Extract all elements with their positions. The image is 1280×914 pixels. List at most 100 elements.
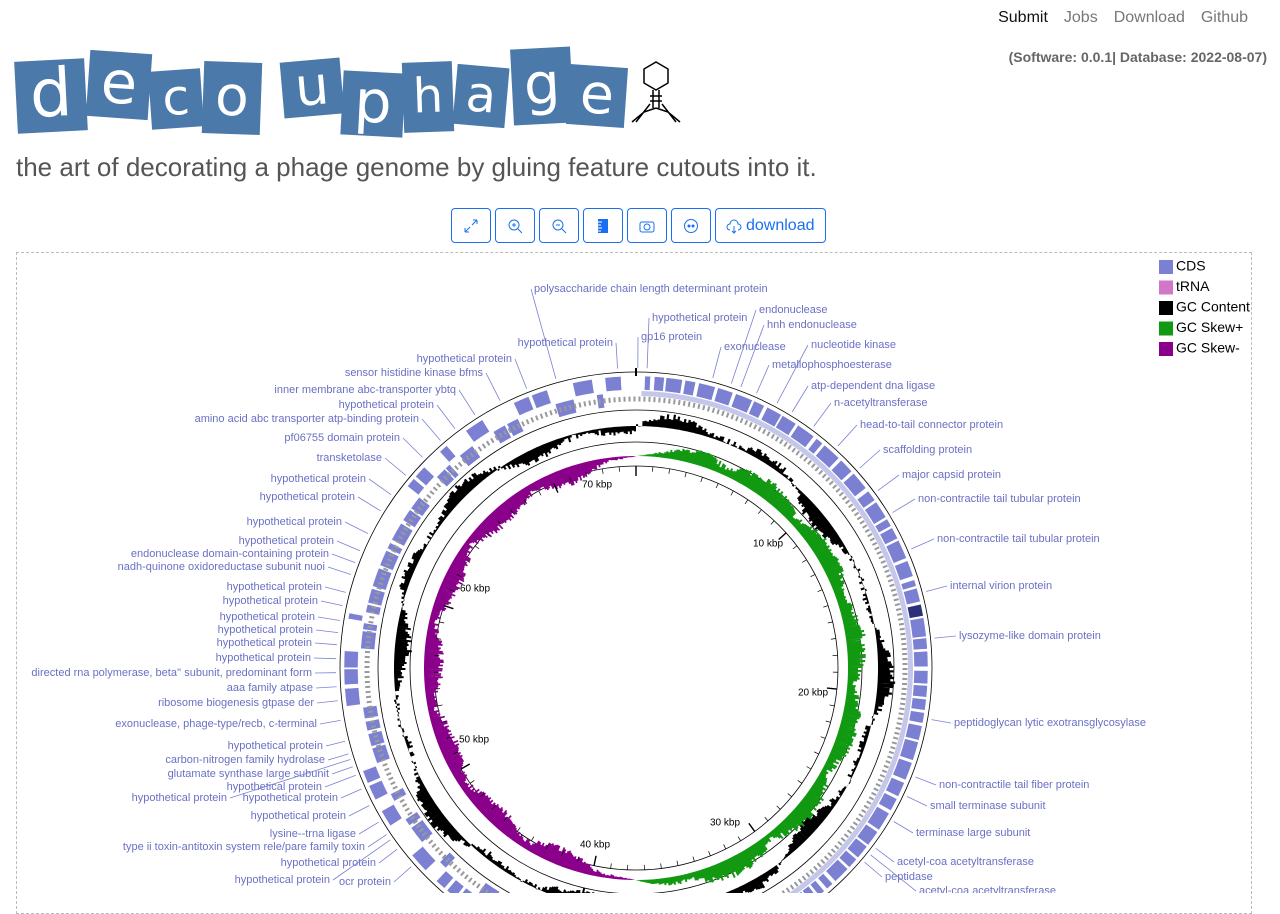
leader-line: [926, 586, 947, 592]
zoom-out-button[interactable]: [539, 208, 579, 243]
logo-tile: u: [279, 53, 344, 120]
quote-button[interactable]: [671, 208, 711, 243]
logo-letter: u: [292, 54, 331, 119]
axis-tick: [738, 837, 741, 841]
logo-tile: e: [566, 60, 628, 128]
feature-label: nadh-quinone oxidoreductase subunit nuoi: [118, 561, 325, 573]
feature-label: major capsid protein: [902, 469, 1001, 481]
gc-skew-positive: [636, 449, 866, 886]
leader-line: [345, 522, 368, 533]
leader-line: [317, 701, 338, 703]
nav-link[interactable]: Github: [1201, 9, 1248, 27]
feature-label: hypothetical protein: [223, 595, 318, 607]
leader-line: [814, 403, 831, 426]
axis-tick: [594, 856, 596, 866]
axis-tick: [749, 823, 755, 831]
zoom-in-button[interactable]: [495, 208, 535, 243]
feature-arc: [514, 396, 534, 415]
axis-label: 60 kbp: [460, 584, 490, 595]
nav-link[interactable]: Submit: [998, 9, 1048, 27]
nav-link[interactable]: Download: [1114, 9, 1185, 27]
camera-button[interactable]: [627, 208, 667, 243]
axis-tick: [438, 705, 443, 706]
feature-arc: [654, 377, 665, 392]
leader-line: [437, 405, 455, 429]
feature-label: non-contractile tail fiber protein: [939, 779, 1089, 791]
logo-letter: g: [522, 51, 562, 119]
leader-line: [515, 359, 527, 389]
axis-tick: [798, 780, 802, 783]
feature-label: hypothetical protein: [132, 792, 227, 804]
axis-tick: [677, 861, 678, 866]
download-button[interactable]: download: [715, 208, 826, 243]
feature-label: carbon-nitrogen family hydrolase: [165, 754, 325, 766]
fullscreen-button[interactable]: [451, 208, 491, 243]
legend-swatch: [1159, 342, 1173, 356]
feature-arc: [392, 523, 413, 546]
feature-arc: [901, 580, 916, 590]
feature-label: acetyl-coa acetyltransferase: [897, 856, 1034, 868]
feature-arc: [665, 378, 683, 394]
axis-tick: [830, 705, 835, 706]
axis-tick: [823, 606, 828, 608]
legend-swatch: [1159, 260, 1173, 274]
feature-label: hypothetical protein: [652, 312, 747, 324]
feature-arc: [911, 698, 926, 711]
leader-line: [318, 617, 340, 620]
leader-line: [486, 373, 500, 401]
feature-label: hnh endonuclease: [767, 319, 857, 331]
leader-line: [358, 497, 380, 511]
feature-label: exonuclease: [724, 341, 786, 353]
feature-label: hypothetical protein: [243, 792, 338, 804]
leader-line: [315, 643, 337, 645]
leader-line: [325, 587, 346, 592]
leader-line: [332, 767, 353, 774]
legend-swatch: [1159, 301, 1173, 315]
leader-line: [369, 479, 391, 495]
nav-link[interactable]: Jobs: [1064, 9, 1098, 27]
feature-label: metallophosphoesterase: [772, 359, 892, 371]
leader-line: [325, 775, 356, 787]
axis-label: 40 kbp: [580, 840, 610, 851]
icon: [726, 218, 742, 234]
leader-line: [321, 601, 343, 606]
axis-tick: [777, 806, 781, 809]
feature-label: hypothetical protein: [251, 810, 346, 822]
feature-label: pf06755 domain protein: [284, 432, 400, 444]
leader-line: [915, 777, 936, 785]
feature-label: hypothetical protein: [281, 857, 376, 869]
leader-line: [341, 789, 361, 798]
leader-line: [792, 386, 808, 412]
logo-tile: d: [14, 52, 88, 134]
axis-tick: [475, 546, 479, 549]
axis-tick: [731, 491, 733, 495]
ruler-button[interactable]: [583, 208, 623, 243]
logo-letter: d: [28, 53, 74, 133]
leader-line: [385, 458, 406, 475]
feature-label: ribosome biogenesis gtpase der: [158, 697, 314, 709]
leader-line: [328, 567, 351, 575]
feature-label: small terminase subunit: [930, 800, 1046, 812]
icon: [595, 218, 611, 234]
axis-tick: [826, 721, 831, 722]
leader-line: [403, 438, 422, 457]
icon: [683, 218, 699, 234]
legend-label: GC Content: [1176, 299, 1250, 315]
feature-arc: [914, 670, 928, 683]
logo-tile: o: [202, 61, 262, 135]
feature-label: hypothetical protein: [239, 535, 334, 547]
feature-arc: [605, 376, 622, 391]
axis-tick: [701, 477, 703, 482]
axis-tick: [765, 817, 768, 821]
leader-line: [838, 425, 857, 446]
axis-tick: [716, 483, 718, 488]
leader-line: [911, 539, 934, 549]
leader-line: [894, 822, 913, 833]
feature-arc: [478, 883, 500, 893]
feature-arc: [909, 711, 925, 724]
leader-line: [314, 658, 336, 659]
feature-arc: [644, 376, 650, 390]
feature-label: hypothetical protein: [227, 581, 322, 593]
feature-arc: [382, 804, 403, 826]
legend-label: tRNA: [1176, 278, 1210, 294]
